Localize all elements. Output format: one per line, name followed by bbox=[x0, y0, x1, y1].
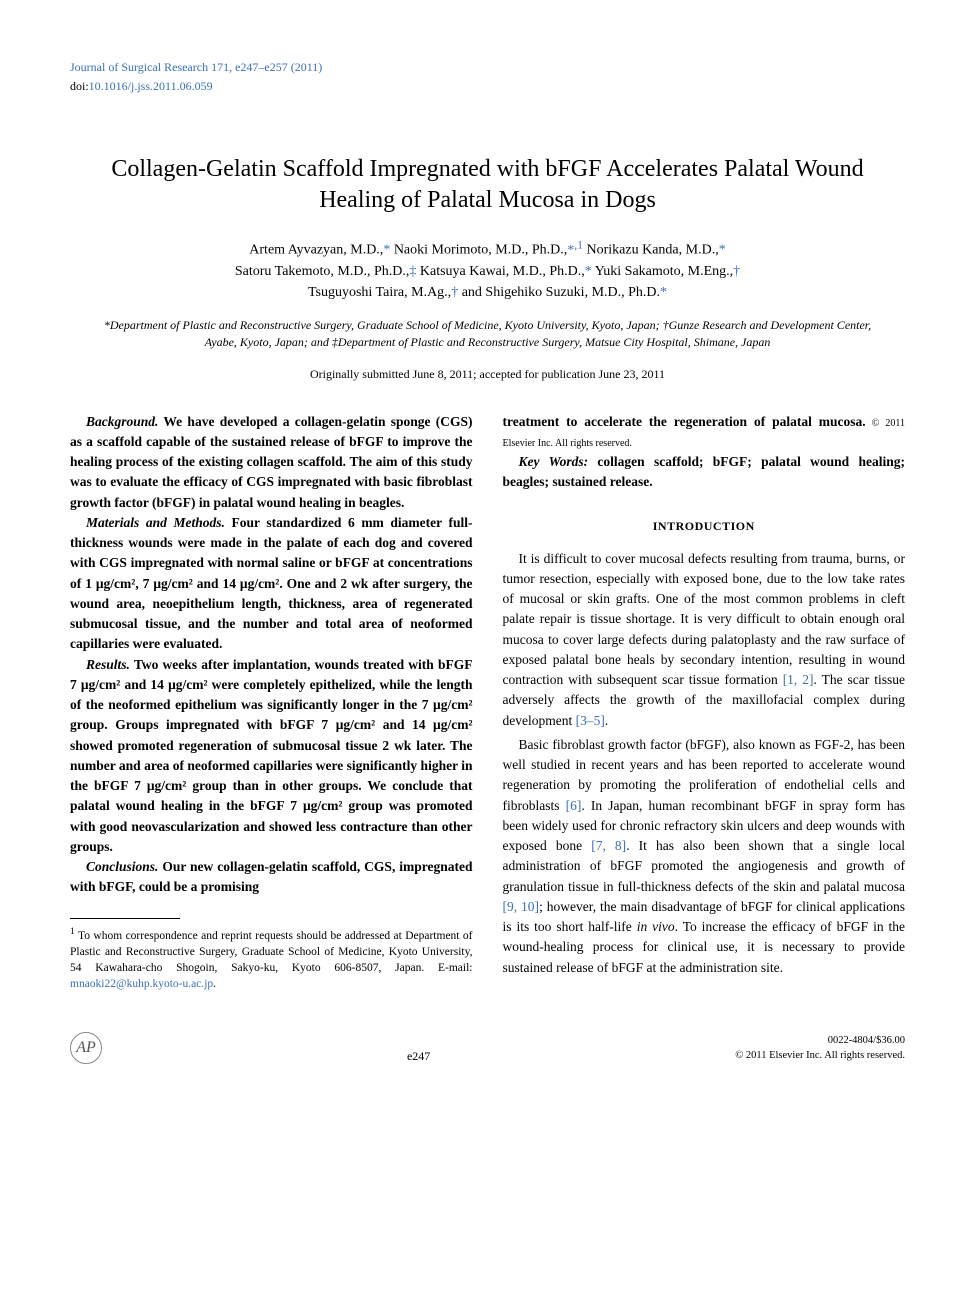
issn-price: 0022-4804/$36.00 bbox=[735, 1034, 905, 1049]
citation-link[interactable]: [1, 2] bbox=[783, 672, 814, 687]
body-text: . bbox=[605, 713, 608, 728]
page-footer: AP e247 0022-4804/$36.00 © 2011 Elsevier… bbox=[70, 1032, 905, 1064]
abstract-label: Conclusions. bbox=[86, 859, 158, 874]
citation-link[interactable]: [6] bbox=[566, 798, 582, 813]
abstract-text: Two weeks after implantation, wounds tre… bbox=[70, 657, 473, 854]
journal-reference: Journal of Surgical Research 171, e247–e… bbox=[70, 60, 905, 75]
abstract-label: Results. bbox=[86, 657, 130, 672]
abstract-background: Background. We have developed a collagen… bbox=[70, 412, 473, 513]
page-number: e247 bbox=[407, 1049, 430, 1064]
copyright-footer: © 2011 Elsevier Inc. All rights reserved… bbox=[735, 1049, 905, 1064]
abstract-text: treatment to accelerate the regeneration… bbox=[503, 414, 866, 429]
affiliations: *Department of Plastic and Reconstructiv… bbox=[90, 317, 885, 351]
two-column-layout: Background. We have developed a collagen… bbox=[70, 412, 905, 992]
affil-mark[interactable]: * bbox=[585, 264, 592, 279]
affil-mark[interactable]: * bbox=[660, 285, 667, 300]
authors-line-2: Satoru Takemoto, M.D., Ph.D.,‡ Katsuya K… bbox=[235, 264, 740, 279]
affil-mark[interactable]: * bbox=[719, 243, 726, 258]
doi-link[interactable]: 10.1016/j.jss.2011.06.059 bbox=[89, 79, 213, 93]
abstract-label: Background. bbox=[86, 414, 158, 429]
footnote-separator bbox=[70, 918, 180, 919]
citation-link[interactable]: [7, 8] bbox=[591, 838, 626, 853]
article-title: Collagen-Gelatin Scaffold Impregnated wi… bbox=[100, 154, 875, 216]
doi-line: doi:10.1016/j.jss.2011.06.059 bbox=[70, 79, 905, 94]
abstract-methods: Materials and Methods. Four standardized… bbox=[70, 513, 473, 655]
abstract-conclusions-right: treatment to accelerate the regeneration… bbox=[503, 412, 906, 453]
abstract-results: Results. Two weeks after implantation, w… bbox=[70, 655, 473, 858]
citation-link[interactable]: [9, 10] bbox=[503, 899, 540, 914]
affil-mark[interactable]: † bbox=[451, 285, 458, 300]
affil-mark[interactable]: *,1 bbox=[567, 243, 583, 258]
abstract-label: Materials and Methods. bbox=[86, 515, 225, 530]
affil-mark[interactable]: * bbox=[383, 243, 390, 258]
left-column: Background. We have developed a collagen… bbox=[70, 412, 473, 992]
italic-term: in vivo bbox=[637, 919, 675, 934]
intro-paragraph-1: It is difficult to cover mucosal defects… bbox=[503, 549, 906, 731]
authors-block: Artem Ayvazyan, M.D.,* Naoki Morimoto, M… bbox=[70, 236, 905, 303]
affil-mark[interactable]: † bbox=[733, 264, 740, 279]
keywords-label: Key Words: bbox=[519, 454, 589, 469]
publisher-logo-icon: AP bbox=[70, 1032, 102, 1064]
doi-label: doi: bbox=[70, 79, 89, 93]
citation-link[interactable]: [3–5] bbox=[576, 713, 605, 728]
affil-mark[interactable]: ‡ bbox=[409, 264, 416, 279]
abstract-text: Four standardized 6 mm diameter full-thi… bbox=[70, 515, 473, 652]
section-heading-introduction: INTRODUCTION bbox=[503, 517, 906, 535]
keywords: Key Words: collagen scaffold; bFGF; pala… bbox=[503, 452, 906, 493]
footer-right: 0022-4804/$36.00 © 2011 Elsevier Inc. Al… bbox=[735, 1034, 905, 1063]
right-column: treatment to accelerate the regeneration… bbox=[503, 412, 906, 992]
intro-paragraph-2: Basic fibroblast growth factor (bFGF), a… bbox=[503, 735, 906, 978]
corresponding-author-footnote: 1 To whom correspondence and reprint req… bbox=[70, 925, 473, 992]
body-text: It is difficult to cover mucosal defects… bbox=[503, 551, 906, 688]
abstract-conclusions-left: Conclusions. Our new collagen-gelatin sc… bbox=[70, 857, 473, 898]
footnote-end: . bbox=[213, 978, 216, 990]
authors-line-3: Tsuguyoshi Taira, M.Ag.,† and Shigehiko … bbox=[308, 285, 667, 300]
email-link[interactable]: mnaoki22@kuhp.kyoto-u.ac.jp bbox=[70, 978, 213, 990]
authors-line-1: Artem Ayvazyan, M.D.,* Naoki Morimoto, M… bbox=[249, 243, 725, 258]
submission-dates: Originally submitted June 8, 2011; accep… bbox=[70, 367, 905, 382]
footnote-text: To whom correspondence and reprint reque… bbox=[70, 929, 473, 973]
